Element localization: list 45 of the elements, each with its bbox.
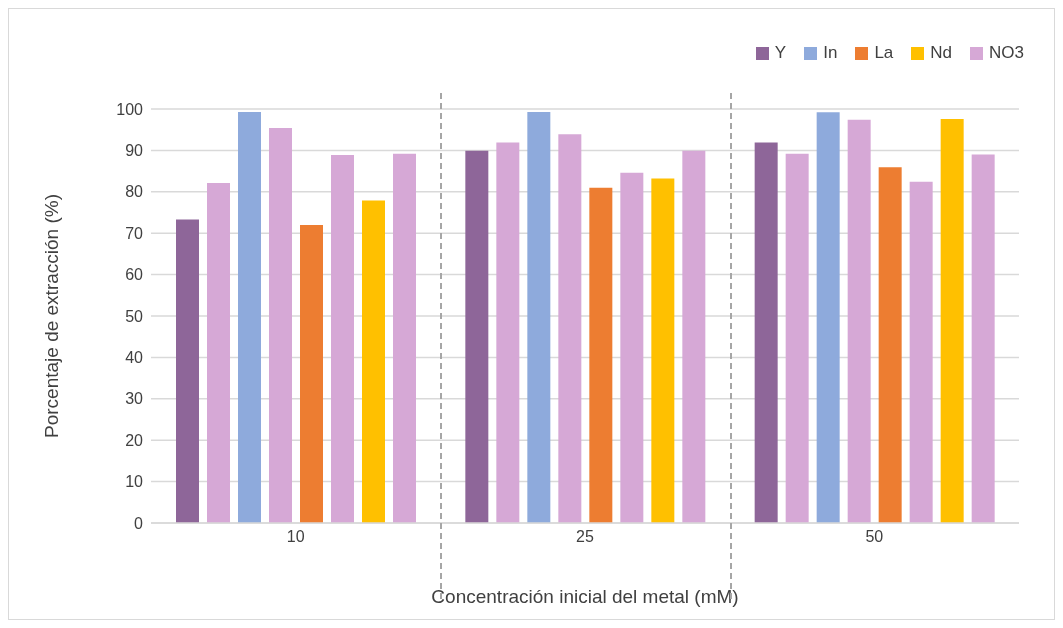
x-tick-label: 25 <box>576 528 594 546</box>
bar <box>496 142 520 523</box>
bar <box>589 187 613 523</box>
bar <box>785 153 809 523</box>
y-tick-label: 20 <box>125 431 144 449</box>
bar <box>465 150 489 523</box>
bar <box>176 219 199 523</box>
bar <box>269 128 292 523</box>
bar <box>207 183 230 523</box>
x-tick-label: 10 <box>286 528 305 546</box>
bar <box>558 134 582 523</box>
legend-label: In <box>823 43 838 63</box>
bar <box>909 181 933 523</box>
y-axis-title: Porcentaje de extracción (%) <box>40 194 62 438</box>
x-tick-label: 50 <box>865 528 884 546</box>
bar <box>362 200 385 523</box>
y-tick-label: 90 <box>125 142 144 160</box>
bar <box>754 142 778 523</box>
bar <box>620 172 644 523</box>
bar <box>847 119 871 523</box>
y-tick-label: 0 <box>134 514 144 532</box>
bar <box>238 111 261 523</box>
bar <box>971 154 995 523</box>
y-tick-label: 30 <box>125 390 144 408</box>
y-tick-label: 40 <box>125 349 144 367</box>
bar <box>940 118 964 523</box>
bar <box>816 112 840 523</box>
bar <box>300 224 323 523</box>
legend-label: NO3 <box>989 43 1024 63</box>
bar <box>331 154 354 523</box>
y-tick-label: 80 <box>125 183 144 201</box>
y-tick-label: 10 <box>125 473 144 491</box>
bar <box>682 150 706 523</box>
legend-label: Nd <box>930 43 953 63</box>
bar <box>527 111 551 523</box>
y-tick-label: 60 <box>125 266 144 284</box>
legend-label: La <box>874 43 894 63</box>
y-tick-label: 50 <box>125 307 144 325</box>
bar <box>651 178 675 523</box>
y-tick-label: 70 <box>125 224 144 242</box>
x-axis-title: Concentración inicial del metal (mM) <box>431 586 739 607</box>
bar <box>878 167 902 523</box>
bar <box>393 153 416 523</box>
y-tick-label: 100 <box>116 100 144 118</box>
legend-label: Y <box>774 43 787 63</box>
